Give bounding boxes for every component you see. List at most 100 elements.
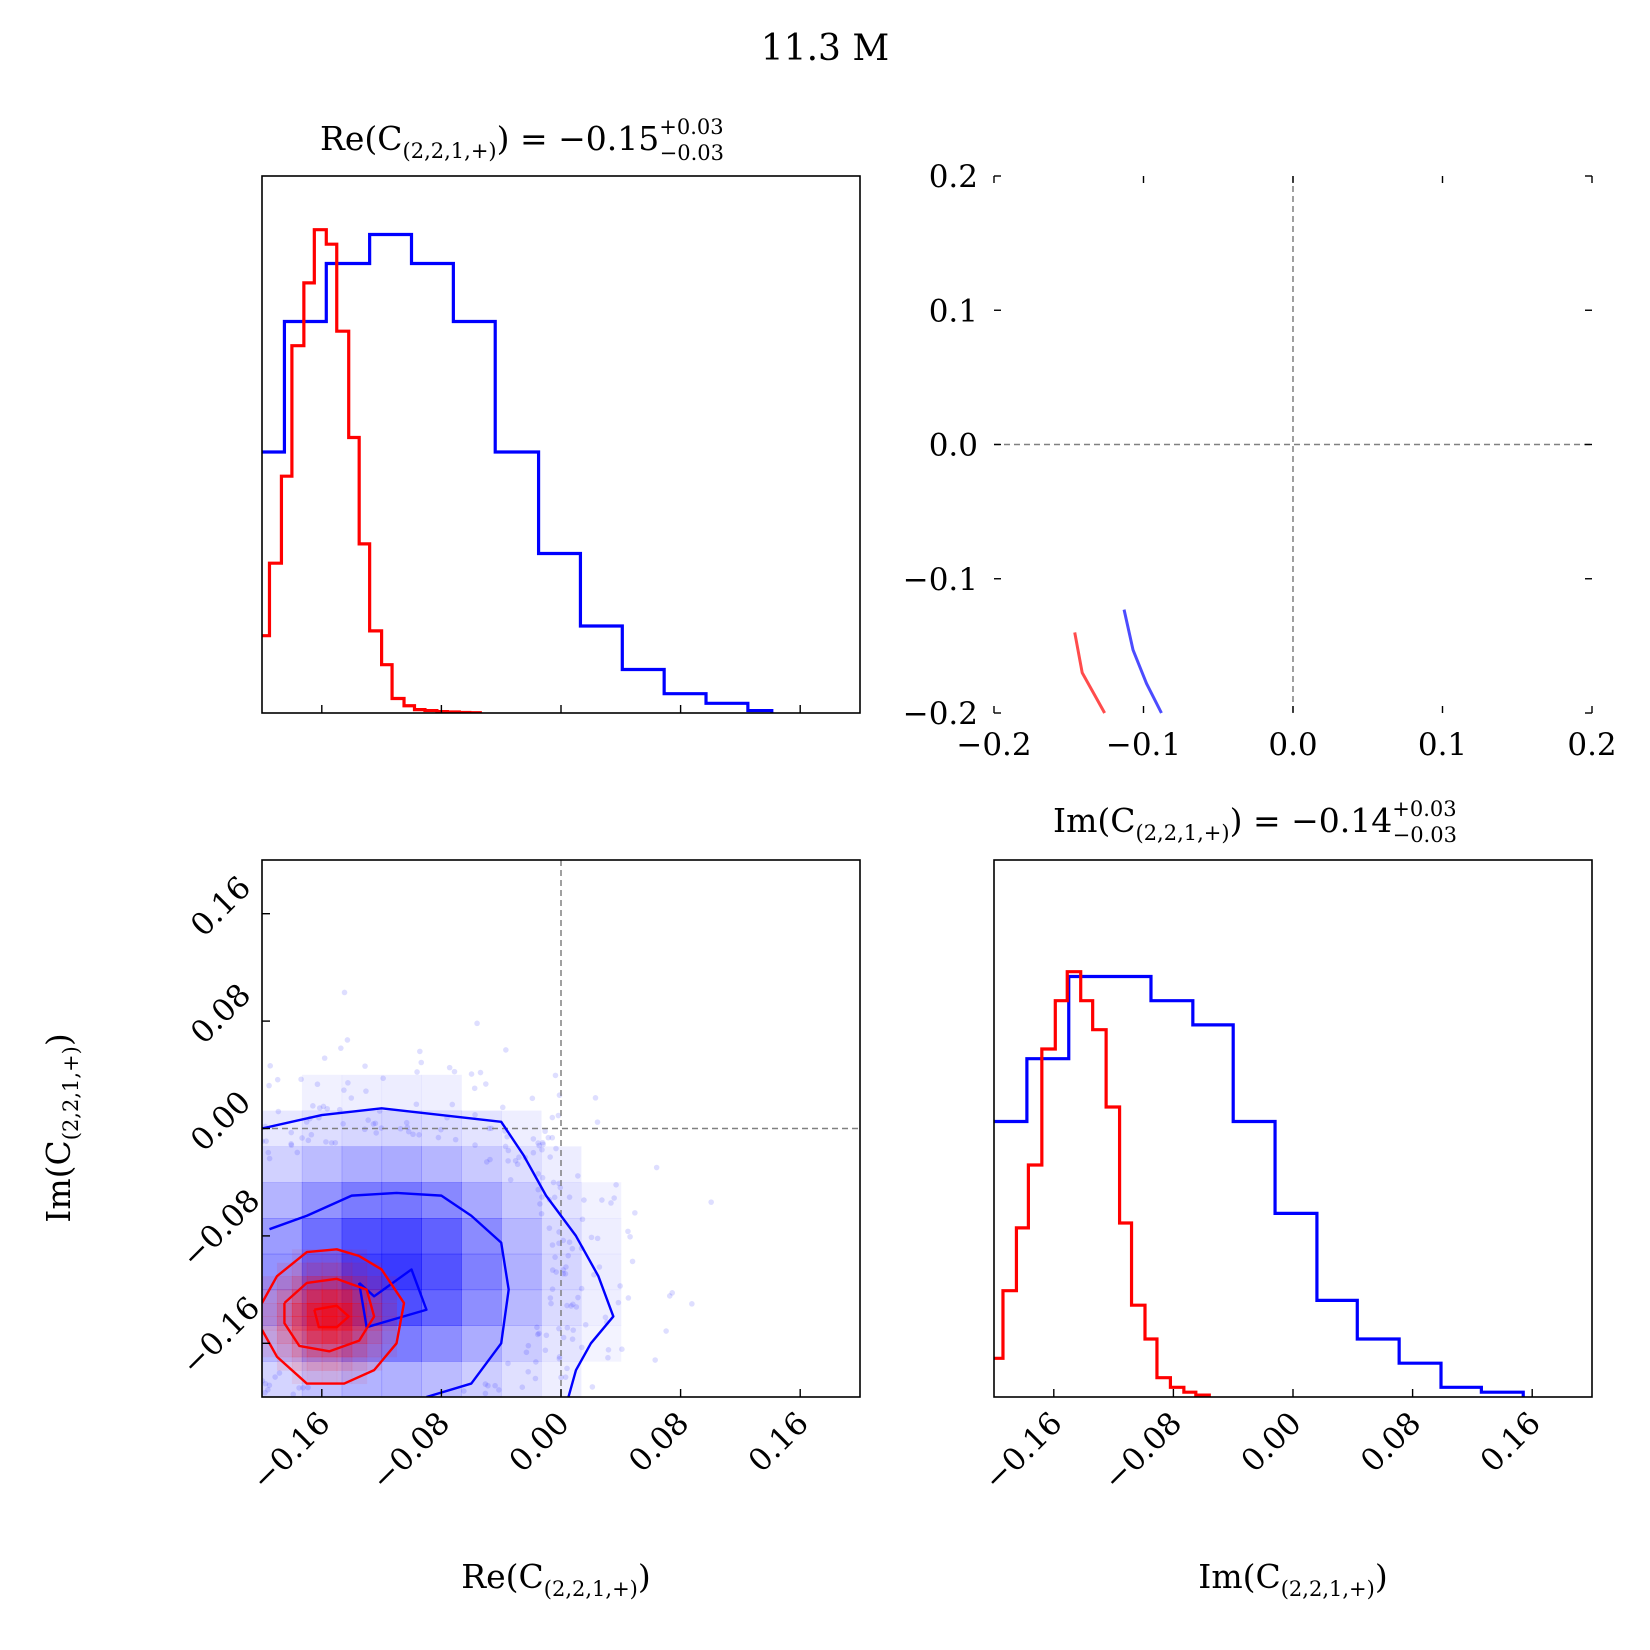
joint-sample-206 <box>275 1108 282 1115</box>
joint-sample-111 <box>564 1324 571 1331</box>
joint-red-bin-1-8 <box>276 1276 293 1291</box>
joint-sample-154 <box>296 1385 302 1391</box>
joint-ylabel: Im(C(2,2,1,+)) <box>39 1033 83 1222</box>
joint-sample-18 <box>266 1082 272 1089</box>
joint-sample-175 <box>502 1143 509 1150</box>
joint-red-bin-2-7 <box>291 1289 308 1304</box>
joint-sample-80 <box>625 1228 631 1235</box>
joint-sample-146 <box>653 1164 660 1171</box>
joint-sample-179 <box>274 1076 281 1083</box>
joint-sample-122 <box>530 1149 537 1156</box>
joint-red-bin-0-6 <box>262 1303 278 1317</box>
joint-red-bin-4-7 <box>321 1289 338 1304</box>
joint-sample-182 <box>625 1295 632 1301</box>
tr-xtick-label-0: −0.2 <box>956 727 1031 763</box>
joint-sample-202 <box>617 1283 623 1289</box>
joint-sample-189 <box>267 1063 274 1069</box>
joint-sample-103 <box>573 1304 580 1310</box>
joint-blue-bin-3-3 <box>381 1253 422 1291</box>
joint-sample-152 <box>553 1269 559 1275</box>
joint-red-bin-3-9 <box>306 1262 323 1277</box>
joint-sample-178 <box>539 1174 546 1181</box>
tr-ytick-label-4: 0.2 <box>929 159 978 195</box>
joint-sample-46 <box>575 1294 581 1301</box>
top-right-panel: −0.2−0.2 −0.1 −0.1 0.0 0.0 0.1 0.1 0.2 0.2 <box>903 159 1617 763</box>
joint-sample-140 <box>488 1125 495 1132</box>
joint-sample-177 <box>588 1234 595 1241</box>
joint-blue-bin-3-4 <box>381 1218 422 1255</box>
joint-sample-98 <box>496 1387 502 1393</box>
joint-xlabel: Re(C(2,2,1,+)) <box>461 1557 650 1601</box>
joint-blue-bin-3-5 <box>381 1182 422 1219</box>
joint-sample-194 <box>474 1020 480 1027</box>
joint-sample-62 <box>341 1087 347 1093</box>
joint-red-bin-8-7 <box>381 1289 398 1304</box>
joint-sample-77 <box>332 1139 339 1146</box>
joint-sample-66 <box>418 1059 425 1066</box>
joint-contour-1-0 <box>262 1248 406 1385</box>
joint-sample-150 <box>564 1365 570 1372</box>
im-hist-title: Im(C(2,2,1,+)) = −0.14+0.03 −0.03 <box>1053 797 1457 847</box>
joint-red-bin-1-3 <box>276 1343 293 1358</box>
joint-red-bin-3-2 <box>306 1356 323 1371</box>
joint-blue-bin-5-2 <box>461 1289 502 1326</box>
joint-sample-90 <box>547 1295 554 1301</box>
joint-sample-117 <box>365 1117 371 1123</box>
joint-red-bin-8-6 <box>381 1303 398 1317</box>
joint-sample-37 <box>566 1194 573 1200</box>
joint-sample-33 <box>403 1119 410 1126</box>
joint-red-bin-5-5 <box>336 1316 353 1331</box>
joint-sample-173 <box>538 1210 545 1217</box>
joint-sample-83 <box>405 1128 412 1135</box>
joint-red-bin-4-4 <box>321 1329 338 1344</box>
joint-red-bin-3-8 <box>306 1276 323 1291</box>
joint-sample-174 <box>549 1286 556 1292</box>
joint-red-bin-1-4 <box>276 1329 293 1344</box>
joint-ytick-label-2: 0.00 <box>184 1084 258 1158</box>
joint-sample-1 <box>512 1157 519 1164</box>
joint-sample-161 <box>514 1161 521 1168</box>
joint-red-bin-0-7 <box>262 1289 278 1304</box>
joint-sample-40 <box>483 1081 489 1087</box>
joint-sample-130 <box>619 1346 625 1353</box>
joint-sample-39 <box>549 1267 556 1273</box>
joint-sample-139 <box>534 1324 540 1331</box>
joint-sample-131 <box>486 1125 492 1132</box>
tr-xtick-label-3: 0.1 <box>1418 727 1467 763</box>
joint-sample-26 <box>562 1374 569 1380</box>
joint-sample-8 <box>553 1145 559 1152</box>
joint-red-bin-7-2 <box>366 1356 383 1371</box>
re_hist-step-series-1 <box>262 228 482 713</box>
tr-series-1 <box>1122 609 1163 714</box>
im-xtick-label-3: 0.08 <box>1354 1405 1428 1479</box>
joint-sample-0 <box>305 1384 311 1391</box>
joint-sample-149 <box>410 1131 416 1138</box>
joint-sample-51 <box>373 1130 380 1136</box>
joint-sample-11 <box>566 1239 573 1245</box>
joint-sample-78 <box>372 1120 379 1127</box>
joint-xtick-label-0: −0.16 <box>245 1405 338 1498</box>
joint-red-bin-8-4 <box>381 1329 398 1344</box>
joint-sample-22 <box>272 1374 278 1380</box>
joint-sample-41 <box>552 1254 558 1260</box>
joint-sample-118 <box>532 1375 539 1382</box>
joint-sample-136 <box>558 1374 564 1381</box>
joint-sample-48 <box>569 1245 576 1252</box>
joint-sample-114 <box>262 1389 268 1396</box>
joint-sample-144 <box>605 1354 611 1361</box>
joint-red-bin-4-2 <box>321 1356 338 1371</box>
joint-ytick-label-1: −0.08 <box>175 1183 268 1276</box>
joint-blue-bin-1-6 <box>301 1146 343 1183</box>
joint-red-bin-5-2 <box>336 1356 353 1371</box>
joint-sample-168 <box>362 1063 368 1069</box>
joint-sample-17 <box>310 1103 316 1109</box>
joint-sample-43 <box>320 1103 327 1110</box>
joint-contour-0-2 <box>357 1268 428 1329</box>
joint-blue-bin-8-4 <box>580 1218 622 1255</box>
joint-ytick-label-0: −0.16 <box>175 1290 268 1383</box>
joint-sample-127 <box>562 1271 569 1277</box>
joint-red-bin-5-9 <box>336 1262 353 1277</box>
joint-sample-59 <box>336 1106 343 1113</box>
joint-sample-191 <box>435 1134 442 1141</box>
joint-blue-bin-0-5 <box>262 1182 303 1219</box>
